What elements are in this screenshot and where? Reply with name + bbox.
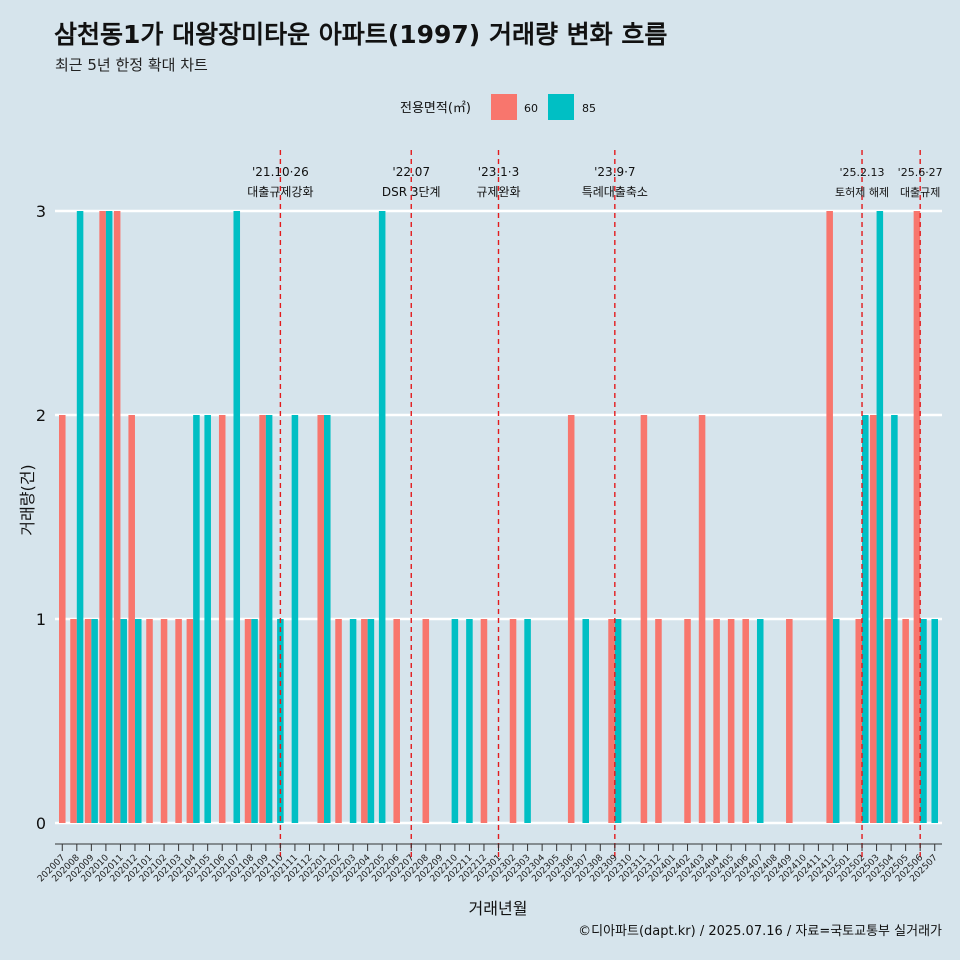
bar-60-202506 — [913, 211, 921, 823]
event-label: 토허제 해제 — [835, 185, 889, 199]
bar-60-202412 — [826, 211, 833, 823]
event-date-label: '23.9·7 — [594, 165, 635, 179]
event-label: 대출규제강화 — [247, 185, 313, 199]
bar-60-202306 — [567, 415, 575, 823]
bar-60-202103 — [175, 619, 182, 823]
chart-subtitle: 최근 5년 한정 확대 차트 — [55, 56, 208, 74]
bar-85-202010 — [105, 211, 113, 823]
bar-60-202503 — [870, 415, 877, 823]
bar-60-202504 — [884, 619, 892, 823]
bar-85-202111 — [291, 415, 299, 823]
bar-85-202009 — [91, 619, 98, 823]
bar-85-202104 — [193, 415, 200, 823]
bar-60-202008 — [70, 619, 77, 823]
bar-60-202302 — [509, 619, 517, 823]
caption: ©디아파트(dapt.kr) / 2025.07.16 / 자료=국토교통부 실… — [578, 924, 942, 939]
event-date-label: '25.2.13 — [840, 166, 885, 179]
bar-60-202402 — [684, 619, 691, 823]
bar-60-202404 — [713, 619, 720, 823]
bar-60-202108 — [244, 619, 252, 823]
event-date-label: '25.6·27 — [898, 166, 943, 179]
bar-85-202108 — [251, 619, 258, 823]
bar-85-202502 — [862, 415, 869, 823]
bar-60-202109 — [259, 415, 266, 823]
legend-key-85 — [548, 94, 574, 120]
bar-85-202008 — [76, 211, 84, 823]
bar-60-202204 — [361, 619, 368, 823]
bar-85-202107 — [233, 211, 241, 823]
bar-60-202102 — [160, 619, 168, 823]
bar-60-202406 — [742, 619, 749, 823]
bar-60-202311 — [640, 415, 648, 823]
bar-60-202201 — [317, 415, 324, 823]
event-label: 대출규제 — [900, 186, 940, 199]
bar-85-202506 — [920, 619, 927, 823]
bar-60-202405 — [727, 619, 735, 823]
bar-60-202007 — [59, 415, 66, 823]
bar-60-202505 — [902, 619, 909, 823]
legend-label-85: 85 — [582, 102, 596, 115]
grid: 0 1 2 3 — [36, 202, 942, 833]
bar-85-202507 — [931, 619, 938, 823]
bar-85-202012 — [134, 619, 142, 823]
bar-60-202104 — [186, 619, 194, 823]
event-lines: '21.10·26 대출규제강화 '22.07 DSR 3단계 '23.1·3 규제완화 '… — [247, 150, 943, 858]
bar-60-202208 — [422, 619, 430, 823]
bar-85-202412 — [832, 619, 840, 823]
bar-85-202307 — [582, 619, 590, 823]
bar-85-202407 — [756, 619, 764, 823]
bar-85-202503 — [876, 211, 884, 823]
event-label: DSR 3단계 — [382, 185, 441, 199]
y-tick-label: 0 — [36, 814, 46, 833]
legend: 전용면적(㎡) 60 85 — [400, 94, 596, 120]
bar-60-202403 — [698, 415, 706, 823]
bar-60-202502 — [855, 619, 863, 823]
event-label: 특례대출축소 — [582, 185, 648, 199]
bar-85-202204 — [367, 619, 375, 823]
legend-key-60 — [491, 94, 517, 120]
bar-85-202309 — [614, 619, 622, 823]
bar-60-202212 — [480, 619, 488, 823]
bar-60-202009 — [84, 619, 92, 823]
bar-60-202101 — [146, 619, 153, 823]
legend-label-60: 60 — [524, 102, 538, 115]
bars — [59, 211, 938, 823]
event-date-label: '21.10·26 — [252, 165, 309, 179]
bar-85-202109 — [265, 415, 273, 823]
bar-85-202504 — [891, 415, 898, 823]
y-tick-label: 3 — [36, 202, 46, 221]
event-label: 규제완화 — [476, 185, 520, 199]
y-axis-title: 거래량(건) — [18, 464, 37, 535]
bar-85-202210 — [451, 619, 459, 823]
legend-title: 전용면적(㎡) — [400, 101, 471, 116]
bar-85-202211 — [466, 619, 473, 823]
y-tick-label: 1 — [36, 610, 46, 629]
bar-85-202203 — [349, 619, 357, 823]
bar-60-202409 — [786, 619, 793, 823]
event-date-label: '22.07 — [392, 165, 430, 179]
bar-60-202011 — [113, 211, 121, 823]
event-date-label: '23.1·3 — [478, 165, 519, 179]
bar-85-202105 — [204, 415, 211, 823]
bar-85-202303 — [524, 619, 531, 823]
bar-60-202202 — [335, 619, 342, 823]
bar-60-202312 — [655, 619, 662, 823]
bar-60-202010 — [99, 211, 106, 823]
chart-title: 삼천동1가 대왕장미타운 아파트(1997) 거래량 변화 흐름 — [54, 20, 667, 49]
bar-60-202206 — [393, 619, 400, 823]
bar-85-202011 — [120, 619, 127, 823]
bar-85-202205 — [378, 211, 386, 823]
axes: 2020072020082020092020102020112020122021… — [36, 843, 942, 884]
x-axis-title: 거래년월 — [469, 899, 528, 918]
bar-85-202201 — [324, 415, 331, 823]
bar-60-202309 — [608, 619, 615, 823]
y-tick-label: 2 — [36, 406, 46, 425]
bar-60-202012 — [128, 415, 135, 823]
bar-60-202106 — [218, 415, 226, 823]
